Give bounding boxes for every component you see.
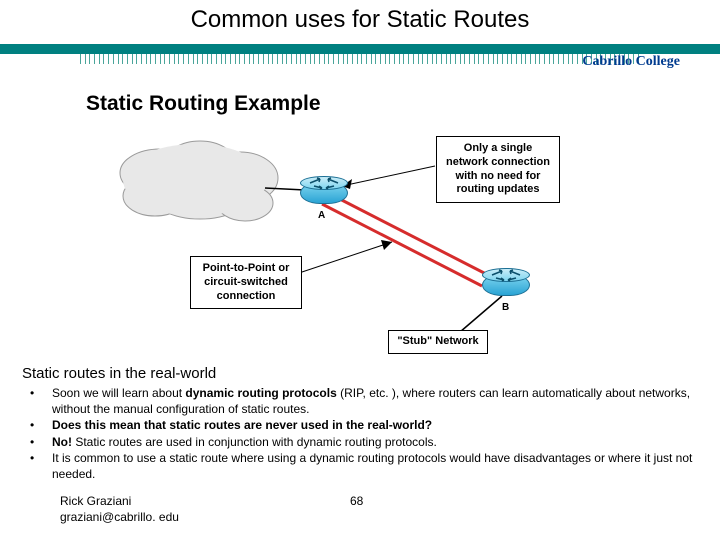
slide-title: Common uses for Static Routes — [0, 0, 720, 34]
bullet-item: No! Static routes are used in conjunctio… — [22, 435, 698, 451]
callout-single-connection: Only a single network connection with no… — [436, 136, 560, 203]
link-line-1 — [330, 194, 490, 276]
callout-left-arrow-head — [381, 240, 392, 250]
callout-left-arrow-line — [290, 242, 392, 276]
bullet-bold: dynamic routing protocols — [185, 386, 336, 400]
bullet-bold: No! — [52, 435, 72, 449]
bullet-list: Soon we will learn about dynamic routing… — [22, 386, 698, 484]
network-cloud-icon — [120, 141, 278, 221]
router-a-icon — [300, 176, 348, 210]
router-b-icon — [482, 268, 530, 302]
link-line-2 — [322, 204, 482, 286]
section-heading: Static routes in the real-world — [22, 365, 216, 382]
tick-row — [80, 54, 640, 64]
bullet-text: Soon we will learn about — [52, 386, 185, 400]
bullet-item: It is common to use a static route where… — [22, 451, 698, 482]
page-number: 68 — [350, 494, 363, 508]
author-name: Rick Graziani — [60, 494, 131, 508]
bullet-bold: Does this mean that static routes are ne… — [52, 418, 432, 432]
callout-right-arrow-line — [342, 166, 435, 186]
author-email: graziani@cabrillo. edu — [60, 510, 179, 524]
teal-bar — [0, 44, 720, 54]
bullet-item: Soon we will learn about dynamic routing… — [22, 386, 698, 417]
network-diagram: A B Only a single network connection wit… — [90, 118, 630, 358]
bullet-text: Static routes are used in conjunction wi… — [72, 435, 437, 449]
example-title: Static Routing Example — [86, 92, 321, 116]
callout-p2p: Point-to-Point or circuit-switched conne… — [190, 256, 302, 309]
footer-author: Rick Graziani graziani@cabrillo. edu — [60, 494, 179, 525]
stub-network-label: "Stub" Network — [388, 330, 488, 354]
bullet-item: Does this mean that static routes are ne… — [22, 418, 698, 434]
bullet-text: It is common to use a static route where… — [52, 451, 692, 481]
college-label: Cabrillo College — [582, 54, 680, 70]
router-a-label: A — [318, 210, 325, 221]
router-b-label: B — [502, 302, 509, 313]
